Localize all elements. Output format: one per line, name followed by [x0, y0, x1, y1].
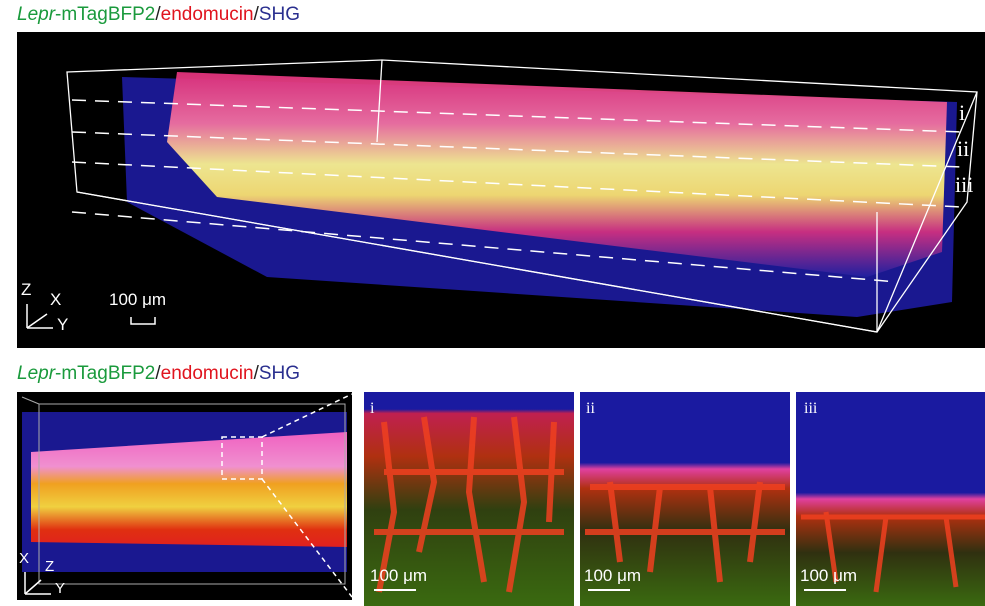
- axis-x: X: [19, 550, 30, 567]
- inset-label-iii: iii: [804, 400, 818, 417]
- panel-b-title: Lepr-mTagBFP2/endomucin/SHG: [17, 363, 300, 385]
- inset-scale-label: 100 μm: [584, 566, 642, 585]
- title-channel: SHG: [258, 363, 301, 384]
- title-sep: /: [155, 363, 161, 384]
- overview-render: [21, 393, 352, 598]
- section-label-iii: iii: [955, 172, 974, 197]
- inset-label-i: i: [370, 400, 375, 417]
- title-gene: Lepr: [17, 4, 56, 25]
- vessel-network: [374, 416, 564, 593]
- panel-a-3d-render: i ii iii Z X Y 100 μm: [17, 32, 985, 348]
- section-label-ii: ii: [957, 136, 970, 161]
- vessel-network: [585, 481, 785, 583]
- title-reporter: -mTagBFP2: [55, 363, 156, 384]
- panel-a-title: Lepr-mTagBFP2/endomucin/SHG: [17, 4, 300, 26]
- axis-z: Z: [21, 280, 32, 299]
- title-channel: SHG: [258, 4, 301, 25]
- axis-y: Y: [55, 580, 66, 597]
- inset-scale-bar: [588, 589, 630, 591]
- inset-label-ii: ii: [586, 400, 595, 417]
- vessel-network: [801, 511, 985, 593]
- inset-scale-bar: [804, 589, 846, 591]
- bone-volume-render: [66, 59, 978, 333]
- scale-bar: [130, 317, 156, 325]
- axis-arrows-icon: [26, 304, 53, 329]
- inset-i: i 100 μm: [364, 392, 574, 606]
- bounding-box: [66, 59, 978, 333]
- inset-scale-label: 100 μm: [370, 566, 428, 585]
- axis-arrows-icon: [24, 572, 51, 595]
- inset-ii: ii 100 μm: [580, 392, 790, 606]
- panel-b-overview: X Z Y: [17, 392, 352, 600]
- title-gene: Lepr: [17, 363, 56, 384]
- axis-y: Y: [57, 315, 69, 334]
- axis-z: Z: [45, 558, 55, 575]
- zoom-region: [221, 436, 263, 480]
- section-planes: [71, 99, 963, 283]
- inset-scale-bar: [374, 589, 416, 591]
- axis-x: X: [50, 290, 62, 309]
- title-sep: /: [253, 4, 259, 25]
- title-marker: endomucin: [160, 4, 254, 25]
- section-label-i: i: [959, 100, 966, 125]
- title-sep: /: [155, 4, 161, 25]
- inset-scale-label: 100 μm: [800, 566, 858, 585]
- title-marker: endomucin: [160, 363, 254, 384]
- inset-iii: iii 100 μm: [796, 392, 985, 606]
- scale-bar-label: 100 μm: [109, 290, 167, 309]
- title-sep: /: [253, 363, 259, 384]
- title-reporter: -mTagBFP2: [55, 4, 156, 25]
